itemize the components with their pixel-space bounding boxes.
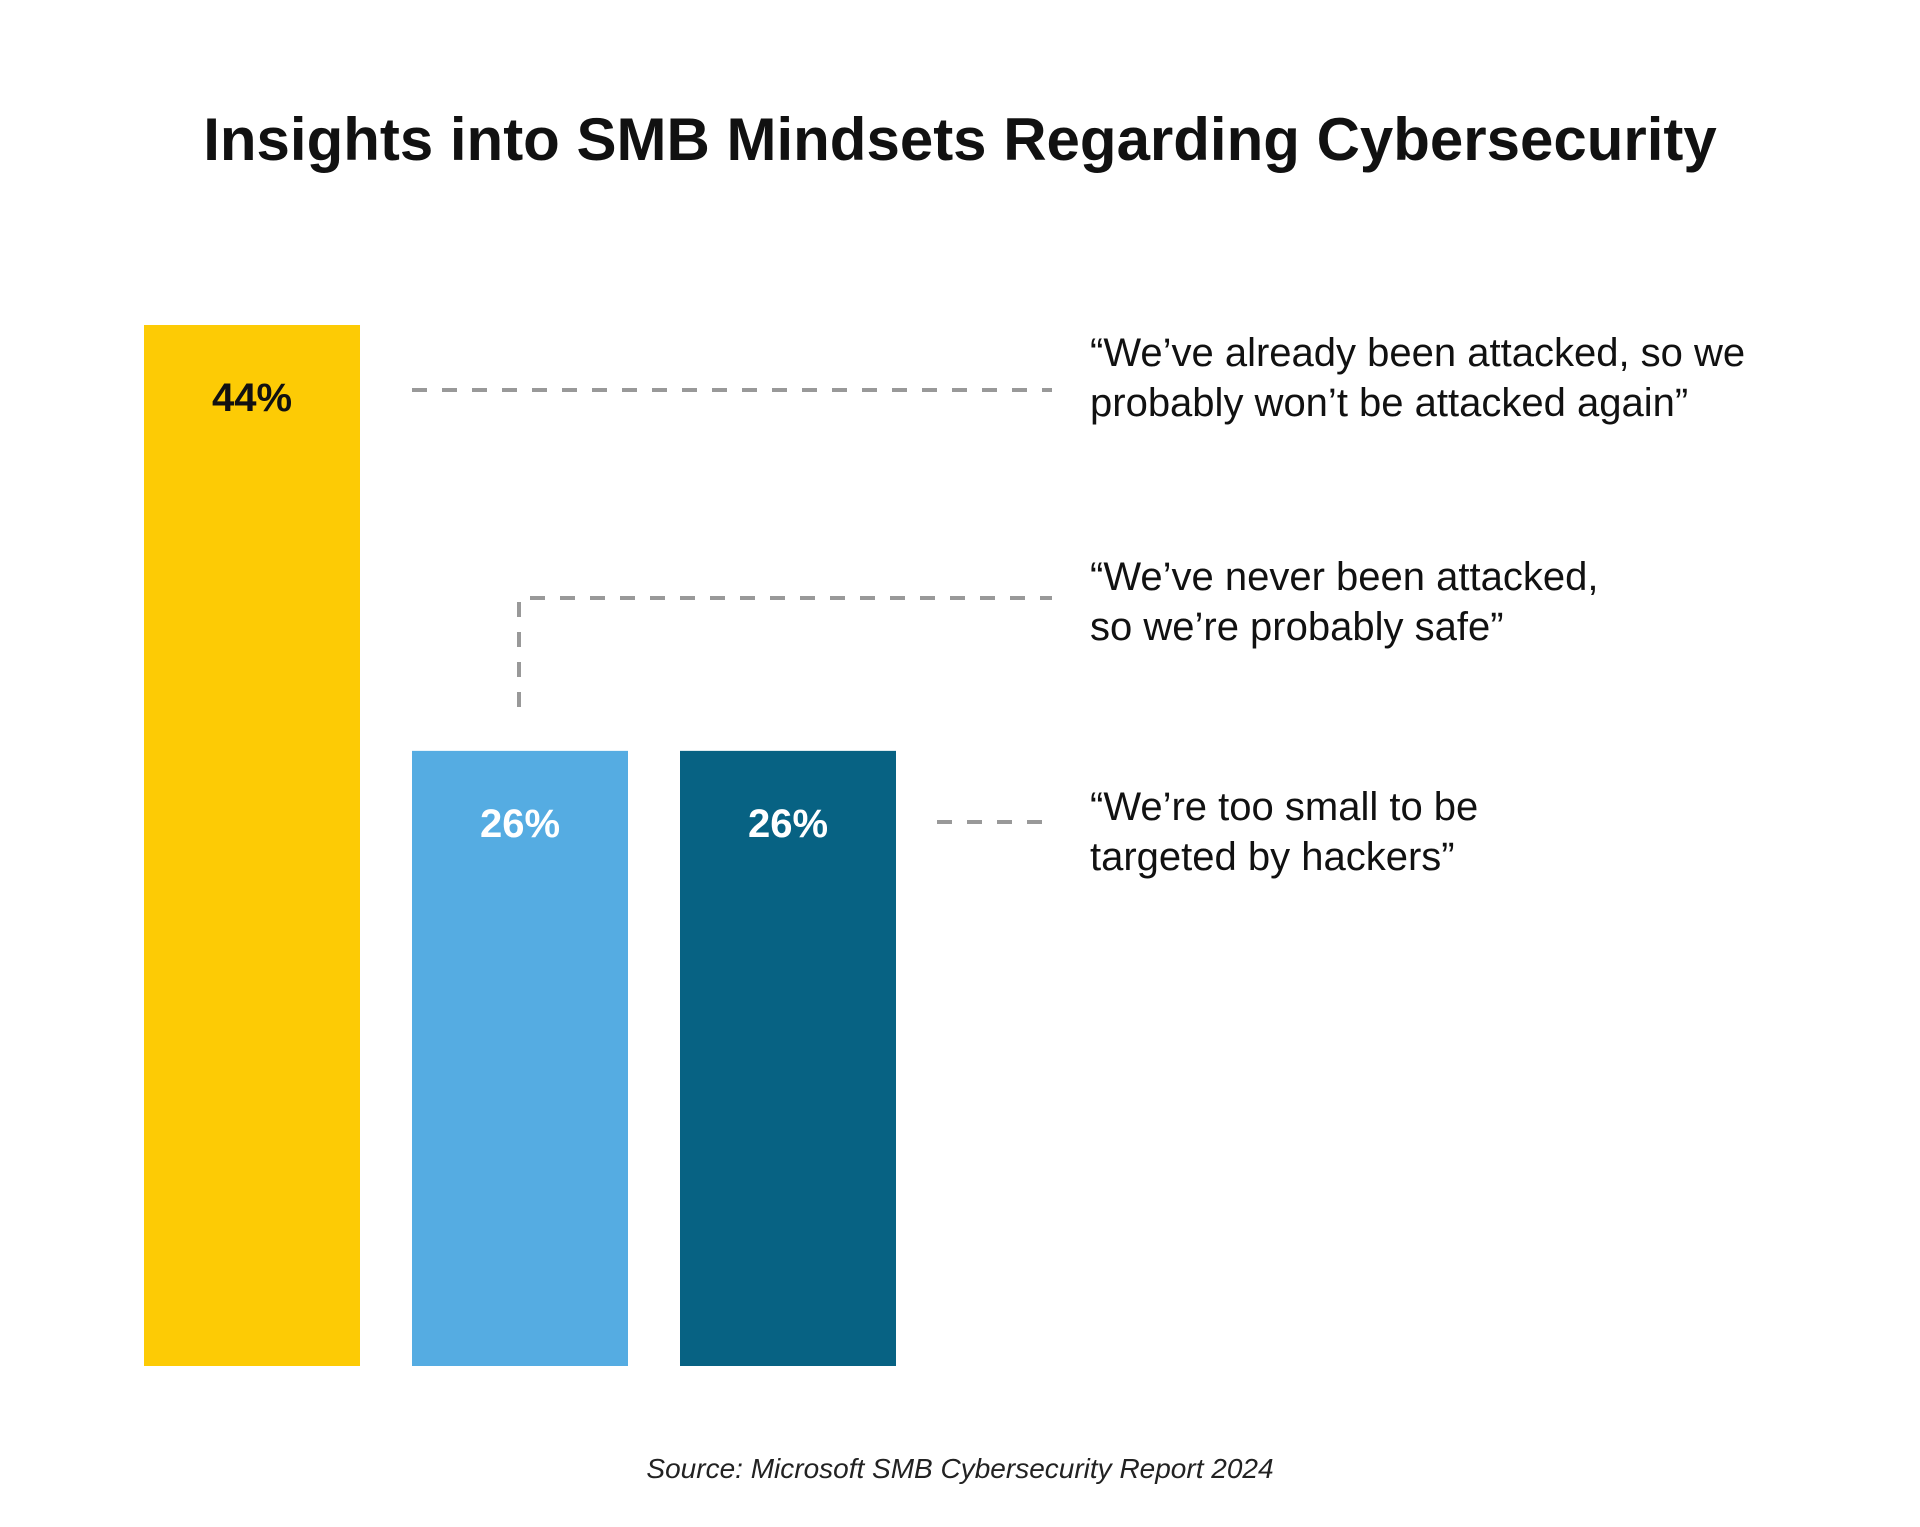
leader-line-2 [517,596,1052,707]
bar-1 [144,325,360,1366]
annotation-3-line-1: “We’re too small to be [1090,785,1478,829]
bar-3-value-label: 26% [748,802,828,846]
chart-title: Insights into SMB Mindsets Regarding Cyb… [203,106,1717,173]
annotation-2: “We’ve never been attacked, so we’re prob… [1090,555,1598,649]
annotation-1-line-2: probably won’t be attacked again” [1090,381,1688,425]
bar-2 [412,750,628,1366]
annotation-1: “We’ve already been attacked, so we proba… [1090,331,1745,425]
source-note: Source: Microsoft SMB Cybersecurity Repo… [646,1453,1273,1484]
annotations-group: “We’ve already been attacked, so we proba… [1090,331,1745,879]
annotation-1-line-1: “We’ve already been attacked, so we [1090,331,1745,375]
bar-3 [680,750,896,1366]
bars-group: 44% 26% 26% [144,325,896,1366]
annotation-3-line-2: targeted by hackers” [1090,835,1455,879]
leader-lines-group [412,388,1052,824]
bar-2-value-label: 26% [480,802,560,846]
annotation-2-line-2: so we’re probably safe” [1090,605,1504,649]
annotation-3: “We’re too small to be targeted by hacker… [1090,785,1478,879]
bar-1-value-label: 44% [212,376,292,420]
annotation-2-line-1: “We’ve never been attacked, [1090,555,1598,599]
